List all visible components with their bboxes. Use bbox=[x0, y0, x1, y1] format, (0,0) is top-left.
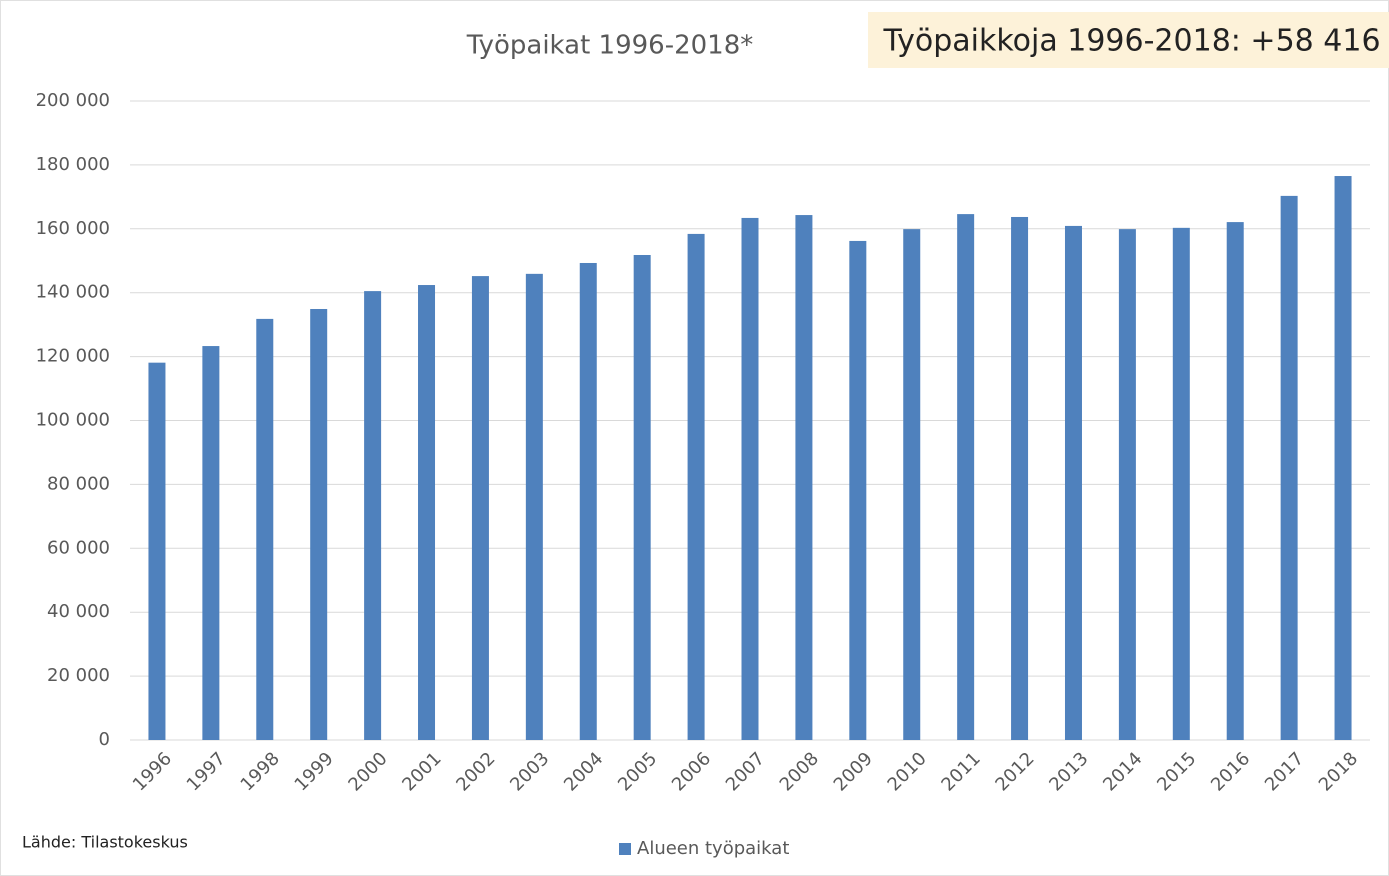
bar bbox=[687, 233, 705, 741]
legend-swatch bbox=[619, 843, 631, 855]
bar bbox=[471, 276, 489, 740]
y-tick-label: 0 bbox=[99, 729, 110, 750]
bar bbox=[795, 215, 813, 740]
y-tick-label: 20 000 bbox=[47, 665, 110, 686]
bar bbox=[148, 362, 166, 740]
bar bbox=[1064, 225, 1082, 740]
bar bbox=[633, 254, 651, 740]
y-tick-label: 120 000 bbox=[36, 346, 110, 367]
bar bbox=[418, 285, 436, 740]
y-tick-label: 160 000 bbox=[36, 218, 110, 239]
bar bbox=[310, 308, 328, 740]
bar bbox=[1011, 216, 1029, 740]
bar bbox=[256, 318, 274, 740]
bar bbox=[579, 262, 597, 740]
y-tick-label: 40 000 bbox=[47, 601, 110, 622]
bar bbox=[525, 273, 543, 740]
y-tick-label: 60 000 bbox=[47, 537, 110, 558]
bar bbox=[202, 346, 220, 740]
annotation: Työpaikkoja 1996-2018: +58 416 bbox=[882, 24, 1380, 59]
bar bbox=[1226, 222, 1244, 740]
bar bbox=[957, 214, 975, 740]
bar bbox=[1334, 176, 1352, 741]
y-tick-label: 200 000 bbox=[36, 90, 110, 111]
bar bbox=[1118, 229, 1136, 740]
bar bbox=[849, 240, 867, 741]
annotation-box bbox=[868, 12, 1389, 68]
bar bbox=[1280, 195, 1298, 741]
bar bbox=[364, 291, 382, 740]
bar bbox=[1172, 227, 1190, 741]
bar bbox=[903, 229, 921, 740]
chart-title: Työpaikat 1996-2018* bbox=[466, 31, 754, 61]
y-tick-label: 100 000 bbox=[36, 410, 110, 431]
y-tick-label: 80 000 bbox=[47, 473, 110, 494]
bar bbox=[741, 217, 759, 740]
y-tick-label: 140 000 bbox=[36, 282, 110, 303]
y-tick-label: 180 000 bbox=[36, 154, 110, 175]
legend-label: Alueen työpaikat bbox=[637, 838, 789, 859]
source: Lähde: Tilastokeskus bbox=[22, 833, 188, 852]
